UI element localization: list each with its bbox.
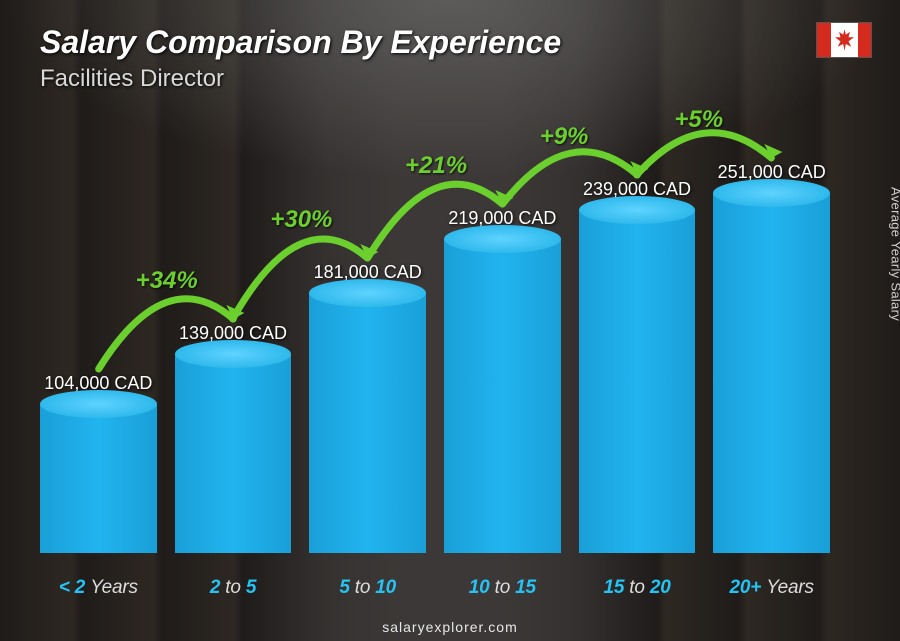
- bar-3: 219,000 CAD: [444, 208, 561, 553]
- infographic-stage: Salary Comparison By Experience Faciliti…: [0, 0, 900, 641]
- bar-1: 139,000 CAD: [175, 323, 292, 553]
- x-axis-labels: < 2 Years 2 to 5 5 to 10 10 to 15 15 to 20 20…: [40, 577, 830, 599]
- x-label-4: 15 to 20: [579, 577, 696, 599]
- footer-site: salaryexplorer.com: [0, 619, 900, 635]
- country-flag-canada: [816, 22, 872, 58]
- chart-subtitle: Facilities Director: [40, 65, 860, 93]
- bar-2: 181,000 CAD: [309, 262, 426, 553]
- bar-body: [40, 404, 157, 553]
- x-label-3: 10 to 15: [444, 577, 561, 599]
- bar-5: 251,000 CAD: [713, 162, 830, 553]
- bar-0: 104,000 CAD: [40, 373, 157, 553]
- bar-body: [309, 293, 426, 553]
- bar-body: [444, 239, 561, 553]
- x-label-0: < 2 Years: [40, 577, 157, 599]
- x-label-2: 5 to 10: [309, 577, 426, 599]
- bars-container: 104,000 CAD139,000 CAD181,000 CAD219,000…: [40, 123, 830, 553]
- y-axis-label: Average Yearly Salary: [889, 187, 900, 321]
- bar-body: [175, 354, 292, 553]
- bar-body: [579, 210, 696, 553]
- bar-chart: 104,000 CAD139,000 CAD181,000 CAD219,000…: [40, 103, 860, 611]
- bar-4: 239,000 CAD: [579, 179, 696, 553]
- x-label-5: 20+ Years: [713, 577, 830, 599]
- x-label-1: 2 to 5: [175, 577, 292, 599]
- chart-title: Salary Comparison By Experience: [40, 24, 860, 61]
- bar-body: [713, 193, 830, 553]
